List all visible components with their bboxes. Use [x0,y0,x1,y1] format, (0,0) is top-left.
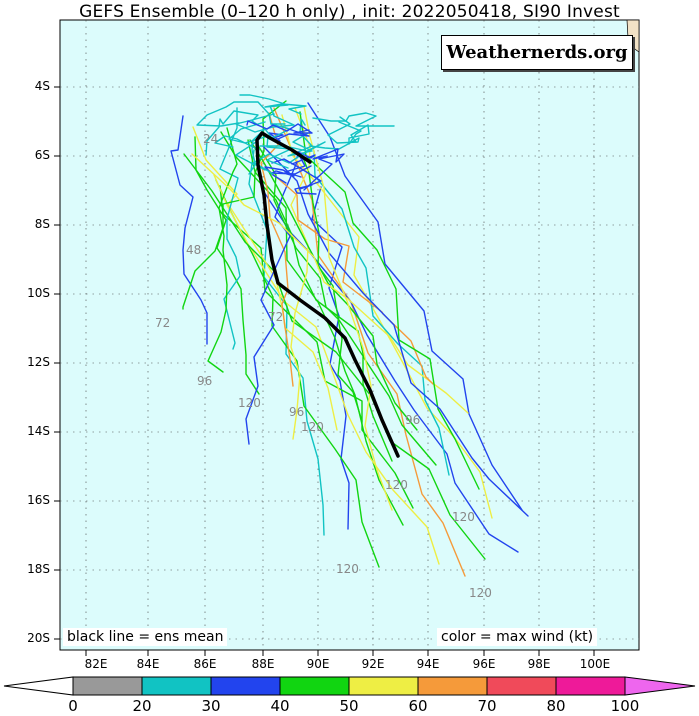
colorbar [3,676,696,696]
ensemble-tracks [170,94,529,577]
lon-label: 90E [306,657,330,671]
lat-label: 14S [27,424,50,438]
member-track [271,158,322,195]
chart-title: GEFS Ensemble (0–120 h only) , init: 202… [79,2,620,22]
member-track [299,111,480,490]
lat-label: 20S [27,631,50,645]
colorbar-tick: 70 [477,697,497,715]
colorbar-tick: 30 [201,697,221,715]
member-track [262,145,529,517]
lead-time-120: 120 [238,396,261,410]
lead-time-72: 72 [155,316,171,330]
lon-label: 92E [361,657,385,671]
colorbar-tick: 0 [68,697,78,715]
lat-label: 10S [27,286,50,300]
lead-time-24: 24 [203,132,219,146]
lat-label: 12S [27,355,50,369]
lead-time-72: 72 [268,310,284,324]
colorbar-tick: 80 [546,697,566,715]
lat-label: 6S [34,148,50,162]
lead-time-96: 96 [289,405,305,419]
lat-lon-grid [60,20,639,650]
colorbar-tick: 60 [408,697,428,715]
lat-label: 16S [27,493,50,507]
member-track [273,107,466,577]
lead-time-96: 96 [197,374,213,388]
member-track [303,105,393,511]
lead-time-120: 120 [385,478,408,492]
lead-time-96: 96 [405,413,421,427]
lat-label: 18S [27,562,50,576]
member-track [207,127,238,373]
colorbar-tick: 50 [339,697,359,715]
member-track [312,112,395,127]
member-track [191,153,469,414]
colorbar-tick: 40 [270,697,290,715]
member-track [307,102,523,511]
lon-label: 86E [193,657,217,671]
member-track [245,161,298,445]
lon-label: 88E [251,657,275,671]
color-legend-note: color = max wind (kt) [437,628,598,646]
lon-label: 94E [416,657,440,671]
member-track [260,112,294,387]
lat-label: 8S [34,217,50,231]
member-track [313,150,450,476]
lead-time-120: 120 [301,420,324,434]
member-track [338,121,370,145]
lead-time-48: 48 [186,243,202,257]
member-track [268,127,310,143]
member-track [213,174,440,565]
member-track [170,115,208,345]
lat-label: 4S [34,79,50,93]
member-track [219,107,241,350]
member-track [239,94,307,115]
lon-label: 100E [579,657,611,671]
member-track [183,153,486,560]
lon-label: 98E [527,657,551,671]
member-track [258,146,393,462]
member-track [246,120,313,134]
member-track [301,154,363,422]
member-track [247,139,404,526]
lead-time-120: 120 [336,562,359,576]
lon-label: 96E [472,657,496,671]
member-track [194,136,260,395]
ensemble-mean-track [255,131,400,458]
member-track [281,114,493,519]
colorbar-left-arrow [3,676,74,696]
member-track [248,149,325,536]
tick-marks [54,86,595,656]
colorbar-tick: 100 [610,697,640,715]
member-track [303,148,345,191]
member-track [265,167,434,385]
member-track [182,100,287,310]
mean-line-legend: black line = ens mean [63,628,228,646]
weathernerds-logo[interactable]: Weathernerds.org [441,35,633,70]
lead-time-120: 120 [469,586,492,600]
land-area [626,19,640,53]
lon-label: 84E [136,657,160,671]
lon-label: 82E [84,657,108,671]
member-track [235,105,295,133]
member-track [309,116,360,150]
colorbar-right-arrow [624,676,696,696]
colorbar-tick: 20 [132,697,152,715]
lead-time-120: 120 [452,510,475,524]
member-track [196,101,272,127]
